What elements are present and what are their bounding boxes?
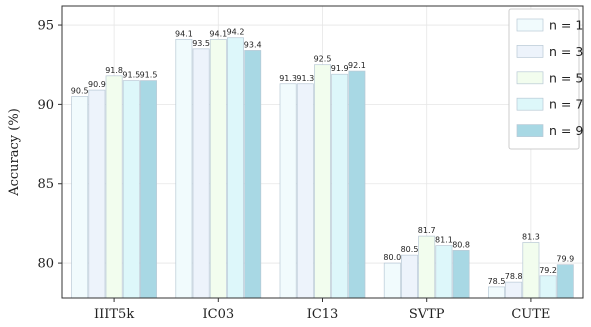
bar-value-label: 78.8 [505,272,523,281]
bar [105,75,123,299]
legend-label: n = 9 [549,123,583,138]
bar [244,50,262,299]
legend: n = 1 n = 3 n = 5 n = 7 n = 9 [508,8,583,150]
bar [192,48,210,299]
bar [418,235,436,299]
x-tick-label: IIIT5k [94,307,134,322]
legend-label: n = 3 [549,44,583,59]
bar-value-label: 81.3 [522,232,540,241]
bar [175,38,193,299]
bar-value-label: 94.1 [175,29,193,38]
bar [279,83,297,299]
y-tick-label: 90 [37,98,54,113]
data-labels-layer: 90.590.991.891.5 91.594.193.594.1 94.293.4… [71,28,574,286]
bar-value-label: 92.1 [348,61,366,70]
bar-value-label: 92.5 [314,55,332,64]
bar [539,275,557,299]
bar-value-label: 94.1 [209,29,227,38]
bar-value-label: 91.5 [122,71,140,80]
bar [71,96,89,299]
bar-value-label: 91.9 [331,64,349,73]
bar [383,262,401,299]
bar-value-label: 79.9 [556,255,574,264]
bar [296,83,314,299]
bar-value-label: 91.8 [105,66,123,75]
bar [401,254,418,299]
bar [488,286,505,299]
legend-box [508,8,580,150]
bar [522,242,540,299]
legend-swatch [516,45,544,58]
bar [122,80,140,299]
legend-label: n = 5 [549,70,583,85]
legend-swatch [516,71,544,85]
axis-layer: 80 85 90 95 IIIT5k IC03 IC13 SVTP CUTE [37,19,550,322]
bar-value-label: 80.5 [401,245,419,254]
bar-value-label: 90.5 [71,86,89,95]
bar [314,64,331,299]
legend-label: n = 1 [549,18,583,33]
bars-layer [71,37,574,299]
y-tick-label: 85 [37,177,54,192]
legend-swatch [516,97,544,111]
bar-value-label: 81.1 [435,236,453,245]
bar [331,73,349,299]
bar [348,70,366,299]
legend-swatch [516,18,544,32]
x-tick-label: IC03 [202,307,234,322]
bar [209,38,227,299]
bar-value-label: 94.2 [227,28,245,37]
bar [435,245,453,299]
bar-value-label: 80.0 [383,253,401,262]
bar [140,80,157,299]
bar-value-label: 90.9 [88,80,106,89]
bar [88,89,106,299]
bar [227,37,244,299]
bar-value-label: 91.5 [140,71,158,80]
bar [505,281,523,299]
y-tick-label: 80 [37,257,54,272]
x-tick-label: SVTP [409,307,445,322]
x-tick-label: CUTE [511,307,550,322]
bar-value-label: 93.5 [192,39,210,48]
legend-swatch [516,124,544,137]
bar-value-label: 78.5 [488,277,506,286]
bar-value-label: 91.3 [296,74,314,83]
bar-value-label: 93.4 [244,40,262,49]
bar-value-label: 81.7 [418,226,436,235]
y-axis-label: Accuracy (%) [7,108,22,197]
bar-value-label: 91.3 [279,74,297,83]
bar-value-label: 79.2 [539,266,557,275]
bar [556,264,574,299]
x-tick-label: IC13 [307,307,339,322]
y-tick-label: 95 [37,19,54,34]
bar-value-label: 80.8 [452,240,470,249]
bar [452,250,470,299]
legend-label: n = 7 [549,97,583,112]
